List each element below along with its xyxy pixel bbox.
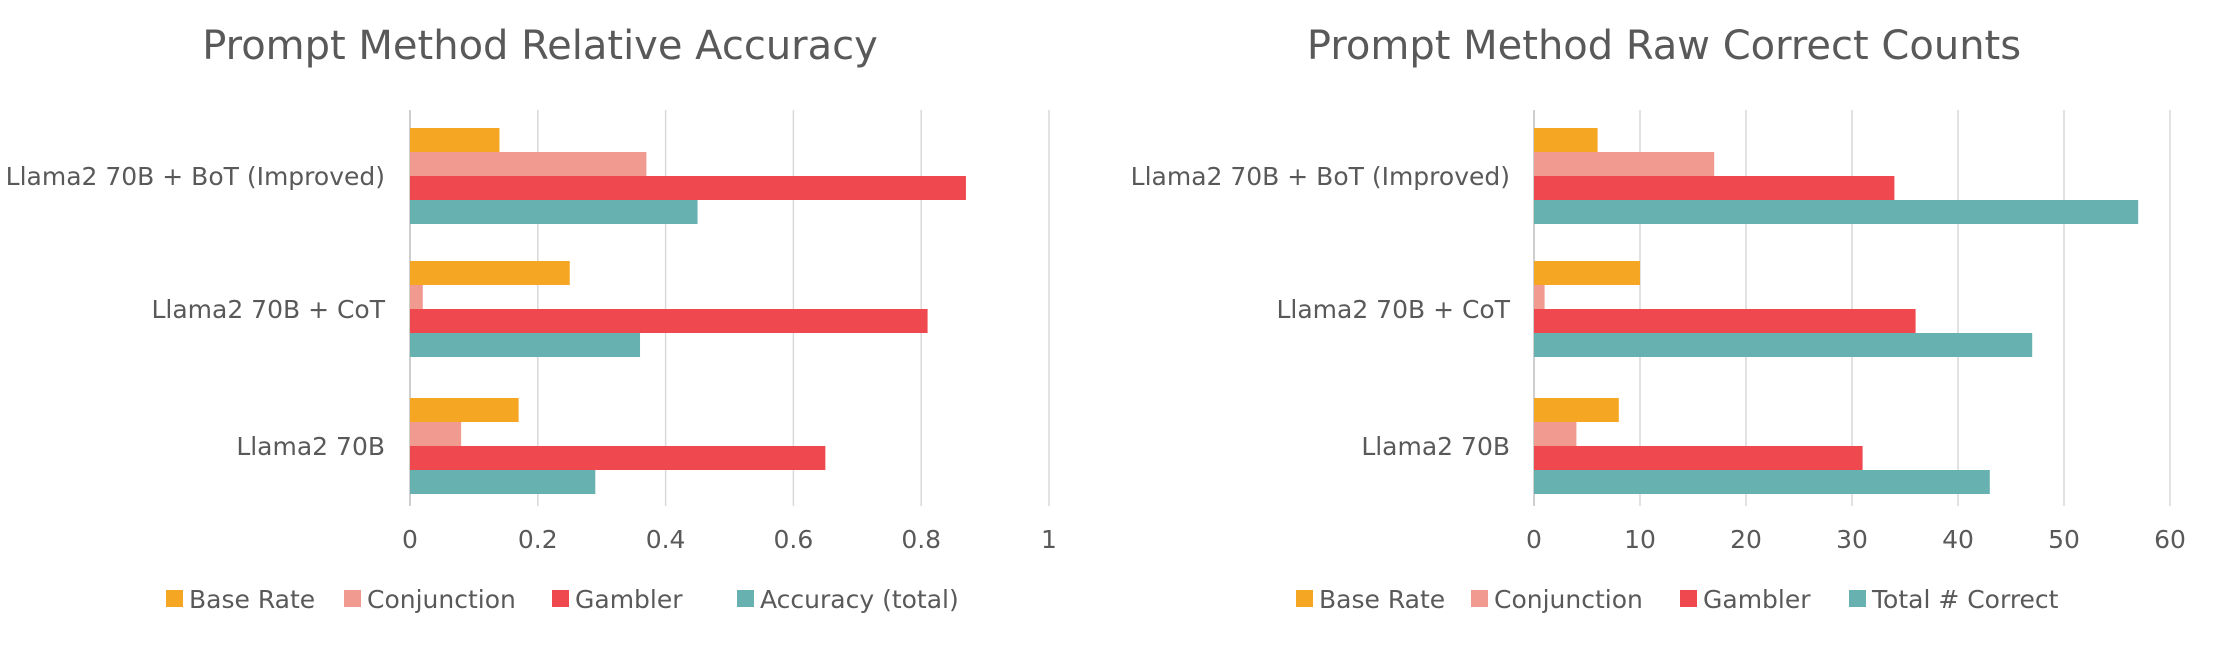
x-tick-label: 20 — [1730, 525, 1762, 554]
x-tick-label: 30 — [1836, 525, 1868, 554]
legend-label: Conjunction — [367, 585, 516, 614]
chart-panel-2: Prompt Method Raw Correct Counts 0 10 20 30 4… — [1131, 23, 2186, 614]
legend-swatch — [1471, 590, 1488, 607]
bar-base-rate — [410, 398, 519, 422]
bar-total-correct — [1534, 470, 1990, 494]
x-tick-label: 60 — [2154, 525, 2186, 554]
bar-base-rate — [1534, 261, 1640, 285]
chart-title: Prompt Method Raw Correct Counts — [1307, 23, 2021, 69]
legend-swatch — [344, 590, 361, 607]
category-label: Llama2 70B + CoT — [151, 295, 385, 324]
bar-conjunction — [1534, 422, 1577, 446]
bar-base-rate — [410, 128, 500, 152]
legend-label: Gambler — [575, 585, 683, 614]
x-tick-label: 0 — [1526, 525, 1542, 554]
bar-gambler — [1534, 176, 1895, 200]
x-tick-label: 50 — [2048, 525, 2080, 554]
category-label: Llama2 70B + BoT (Improved) — [6, 162, 385, 191]
x-tick-label: 0.2 — [518, 525, 558, 554]
bar-total-correct — [1534, 200, 2139, 224]
category-label: Llama2 70B + BoT (Improved) — [1131, 162, 1510, 191]
legend-swatch — [552, 590, 569, 607]
bar-gambler — [1534, 446, 1863, 470]
bar-gambler — [410, 309, 928, 333]
category-label: Llama2 70B + CoT — [1276, 295, 1510, 324]
chart-title: Prompt Method Relative Accuracy — [202, 23, 878, 69]
bar-total-correct — [1534, 333, 2033, 357]
bar-conjunction — [410, 152, 647, 176]
bar-accuracy-total — [410, 470, 596, 494]
category-label: Llama2 70B — [236, 432, 385, 461]
legend-swatch — [737, 590, 754, 607]
x-tick-label: 0 — [402, 525, 418, 554]
bar-conjunction — [410, 285, 423, 309]
legend-swatch — [1849, 590, 1866, 607]
bar-gambler — [410, 176, 966, 200]
legend-label: Base Rate — [1319, 585, 1445, 614]
bar-accuracy-total — [410, 200, 698, 224]
x-tick-label: 0.8 — [901, 525, 941, 554]
bar-base-rate — [1534, 128, 1598, 152]
legend-swatch — [1296, 590, 1313, 607]
legend-label: Total # Correct — [1871, 585, 2059, 614]
bar-accuracy-total — [410, 333, 641, 357]
bar-conjunction — [410, 422, 462, 446]
bar-base-rate — [410, 261, 570, 285]
legend-label: Accuracy (total) — [760, 585, 959, 614]
bar-conjunction — [1534, 285, 1545, 309]
bar-gambler — [410, 446, 826, 470]
x-tick-label: 0.6 — [774, 525, 814, 554]
x-tick-label: 1 — [1041, 525, 1057, 554]
legend-label: Gambler — [1703, 585, 1811, 614]
legend-swatch — [1680, 590, 1697, 607]
x-tick-label: 0.4 — [646, 525, 686, 554]
legend-swatch — [166, 590, 183, 607]
category-label: Llama2 70B — [1361, 432, 1510, 461]
legend-label: Conjunction — [1494, 585, 1643, 614]
bar-gambler — [1534, 309, 1916, 333]
bar-base-rate — [1534, 398, 1619, 422]
x-tick-label: 40 — [1942, 525, 1974, 554]
chart-panel-1: Prompt Method Relative Accuracy 0 0.2 0.4 0.… — [6, 23, 1057, 614]
legend-label: Base Rate — [189, 585, 315, 614]
x-tick-label: 10 — [1624, 525, 1656, 554]
bar-conjunction — [1534, 152, 1715, 176]
